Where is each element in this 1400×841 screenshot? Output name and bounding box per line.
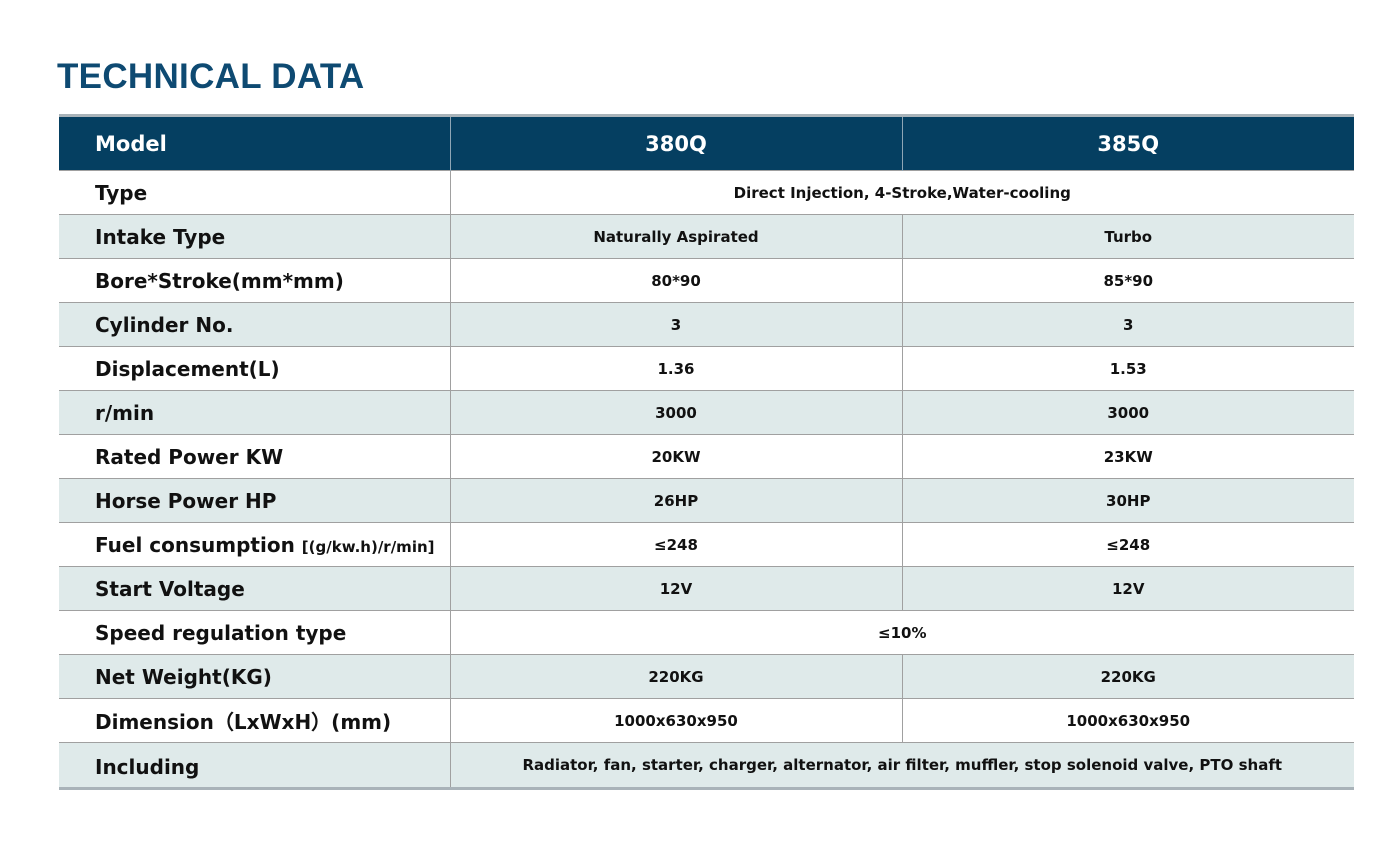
table-row-bore-stroke: Bore*Stroke(mm*mm) 80*90 85*90 [59, 258, 1354, 303]
row-label: Horse Power HP [95, 488, 277, 513]
row-label: Fuel consumption [(g/kw.h)/r/min] [59, 523, 450, 567]
page-title: TECHNICAL DATA [57, 57, 365, 96]
cell-385q: 3 [901, 302, 1354, 347]
row-label-unit: [(g/kw.h)/r/min] [301, 537, 435, 556]
row-label: Net Weight(KG) [95, 664, 272, 689]
table-row-speed-regulation: Speed regulation type ≤10% [59, 610, 1354, 655]
table-row-rpm: r/min 3000 3000 [59, 390, 1354, 435]
row-label: Type [95, 180, 148, 205]
cell-385q: 85*90 [901, 258, 1354, 303]
table-row-displacement: Displacement(L) 1.36 1.53 [59, 346, 1354, 391]
table-row-cylinder-no: Cylinder No. 3 3 [59, 302, 1354, 347]
row-label: r/min [95, 400, 155, 425]
row-label: Displacement(L) [95, 356, 280, 381]
table-row-dimension: Dimension（LxWxH）(mm) 1000x630x950 1000x6… [59, 698, 1354, 743]
column-header-385q: 385Q [901, 115, 1354, 171]
cell-380q: 1000x630x950 [449, 698, 902, 743]
cell-380q: 220KG [449, 654, 902, 699]
table-header-row: Model 380Q 385Q [59, 115, 1354, 171]
cell-380q: 3 [449, 302, 902, 347]
row-label: Bore*Stroke(mm*mm) [95, 268, 344, 293]
row-label: Dimension（LxWxH）(mm) [95, 710, 392, 734]
cell-385q: 220KG [901, 654, 1354, 699]
cell-385q: 3000 [901, 390, 1354, 435]
cell-385q: 1.53 [901, 346, 1354, 391]
row-label: Including [95, 755, 200, 779]
cell-380q: 12V [449, 566, 902, 611]
cell-385q: 12V [901, 566, 1354, 611]
table-row-including: Including Radiator, fan, starter, charge… [59, 742, 1354, 789]
cell-380q: ≤248 [449, 522, 902, 567]
cell-380q: Naturally Aspirated [449, 214, 902, 259]
table-row-fuel-consumption: Fuel consumption [(g/kw.h)/r/min] ≤248 ≤… [59, 522, 1354, 567]
cell-380q: 1.36 [449, 346, 902, 391]
table-row-type: Type Direct Injection, 4-Stroke,Water-co… [59, 170, 1354, 215]
cell-385q: 1000x630x950 [901, 698, 1354, 743]
cell-380q: 20KW [449, 434, 902, 479]
cell-380q: 26HP [449, 478, 902, 523]
cell-merged: Radiator, fan, starter, charger, alterna… [449, 742, 1354, 789]
cell-380q: 3000 [449, 390, 902, 435]
row-label: Intake Type [95, 224, 226, 249]
row-label: Rated Power KW [95, 444, 284, 469]
row-label: Start Voltage [95, 576, 245, 601]
row-label: Speed regulation type [95, 620, 347, 645]
cell-merged: ≤10% [449, 610, 1354, 655]
cell-merged: Direct Injection, 4-Stroke,Water-cooling [449, 170, 1354, 215]
cell-385q: 23KW [901, 434, 1354, 479]
spec-table: Model 380Q 385Q Type Direct Injection, 4… [59, 114, 1354, 790]
column-header-model: Model [95, 131, 167, 156]
table-row-rated-power: Rated Power KW 20KW 23KW [59, 434, 1354, 479]
table-row-net-weight: Net Weight(KG) 220KG 220KG [59, 654, 1354, 699]
table-row-intake-type: Intake Type Naturally Aspirated Turbo [59, 214, 1354, 259]
cell-385q: 30HP [901, 478, 1354, 523]
cell-380q: 80*90 [449, 258, 902, 303]
column-header-380q: 380Q [449, 115, 902, 171]
table-row-horse-power: Horse Power HP 26HP 30HP [59, 478, 1354, 523]
row-label-main: Fuel consumption [95, 532, 295, 557]
table-row-start-voltage: Start Voltage 12V 12V [59, 566, 1354, 611]
cell-385q: Turbo [901, 214, 1354, 259]
row-label: Cylinder No. [95, 312, 234, 337]
cell-385q: ≤248 [901, 522, 1354, 567]
